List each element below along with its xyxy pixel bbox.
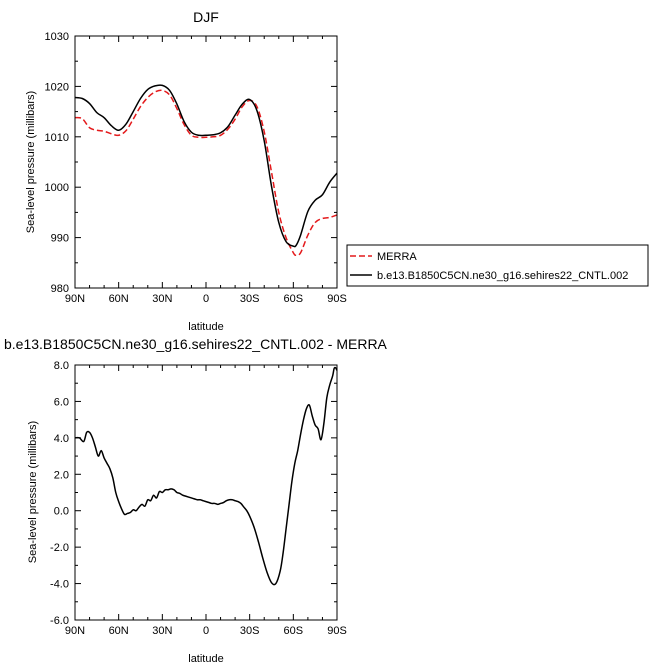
top-y-tick-label: 980 [51, 283, 69, 295]
top-series-line-1 [74, 84, 338, 248]
legend-merra-label: MERRA [377, 251, 417, 263]
top-x-tick-label: 30N [152, 293, 172, 305]
bottom-x-tick-label: 60S [284, 625, 304, 637]
top-x-tick-label: 90S [327, 293, 347, 305]
top-series-lines [74, 84, 338, 257]
top-series-line-0 [74, 89, 338, 257]
bottom-y-tick-label: -6.0 [50, 615, 69, 627]
bottom-panel: b.e13.B1850C5CN.ne30_g16.sehires22_CNTL.… [4, 336, 388, 665]
top-y-tick-label: 1010 [45, 132, 69, 144]
bottom-y-tick-label: 8.0 [54, 360, 69, 372]
top-x-tick-label: 0 [203, 293, 209, 305]
top-y-tick-label: 1030 [45, 31, 69, 43]
legend: MERRA b.e13.B1850C5CN.ne30_g16.sehires22… [346, 244, 649, 287]
top-x-tick-label: 60N [109, 293, 129, 305]
top-y-tick-label: 1020 [45, 81, 69, 93]
top-x-tick-label: 30S [240, 293, 260, 305]
bottom-series-lines [74, 366, 338, 586]
top-y-tick-label: 990 [51, 233, 69, 245]
bottom-axis-ticks: 90N 60N 30N 0 30S 60S 90S -6.0 -4.0 -2.0 0.0 2.0 4.0… [50, 360, 347, 637]
bottom-series-line-0 [74, 366, 338, 586]
top-panel: DJF latitude Sea-level pressure (milliba… [25, 9, 347, 333]
bottom-y-tick-label: 6.0 [54, 396, 69, 408]
bottom-y-tick-label: 2.0 [54, 469, 69, 481]
top-chart-title: DJF [193, 9, 219, 25]
bottom-x-tick-label: 30S [240, 625, 260, 637]
top-x-axis-label: latitude [188, 321, 223, 333]
bottom-x-tick-label: 60N [109, 625, 129, 637]
bottom-x-tick-label: 0 [203, 625, 209, 637]
bottom-y-tick-label: 4.0 [54, 433, 69, 445]
bottom-x-axis-label: latitude [188, 653, 223, 665]
bottom-plot-frame [74, 364, 338, 621]
top-y-axis-label: Sea-level pressure (millibars) [25, 91, 37, 233]
top-y-tick-label: 1000 [45, 182, 69, 194]
bottom-x-tick-label: 30N [152, 625, 172, 637]
bottom-y-tick-label: -4.0 [50, 579, 69, 591]
bottom-y-tick-label: 0.0 [54, 506, 69, 518]
top-x-tick-label: 60S [284, 293, 304, 305]
legend-box [346, 244, 649, 287]
bottom-y-tick-label: -2.0 [50, 542, 69, 554]
top-plot-frame [74, 35, 338, 289]
bottom-x-tick-label: 90S [327, 625, 347, 637]
bottom-x-tick-label: 90N [65, 625, 85, 637]
bottom-y-axis-label: Sea-level pressure (millibars) [27, 421, 39, 563]
top-axis-ticks: 90N 60N 30N 0 30S 60S 90S 980 990 1000 1010 1020 103… [45, 31, 347, 305]
bottom-chart-title: b.e13.B1850C5CN.ne30_g16.sehires22_CNTL.… [4, 336, 388, 352]
top-x-tick-label: 90N [65, 293, 85, 305]
legend-model-label: b.e13.B1850C5CN.ne30_g16.sehires22_CNTL.… [377, 270, 628, 282]
